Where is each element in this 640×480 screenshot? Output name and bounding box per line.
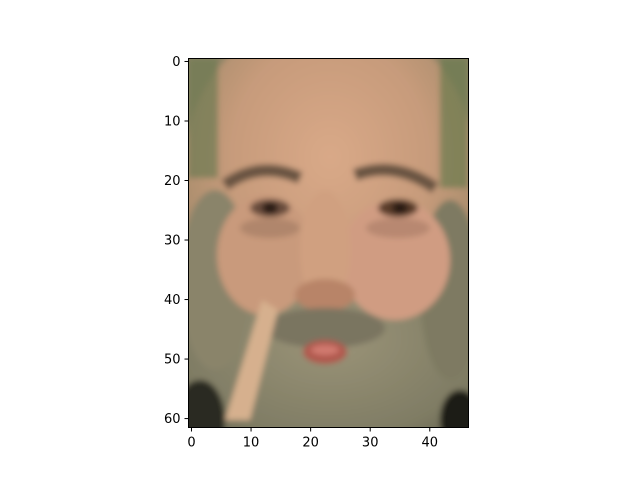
- y-tick-label: 0: [172, 55, 180, 70]
- x-tick-label: 10: [243, 436, 260, 451]
- y-tick-label: 10: [164, 114, 181, 129]
- x-tick-label: 0: [187, 436, 195, 451]
- face-image: [188, 58, 468, 427]
- axes-frame: [188, 58, 469, 428]
- x-tick-label: 20: [302, 436, 319, 451]
- y-tick-label: 20: [164, 174, 181, 189]
- x-tick-label: 30: [362, 436, 379, 451]
- y-tick-label: 40: [164, 293, 181, 308]
- x-tick-label: 40: [422, 436, 439, 451]
- y-tick-label: 30: [164, 234, 181, 249]
- y-tick-label: 50: [164, 353, 181, 368]
- y-tick-label: 60: [164, 412, 181, 427]
- y-axis: 0 10 20 30 40 50 60: [164, 55, 189, 427]
- x-axis: 0 10 20 30 40: [187, 427, 439, 451]
